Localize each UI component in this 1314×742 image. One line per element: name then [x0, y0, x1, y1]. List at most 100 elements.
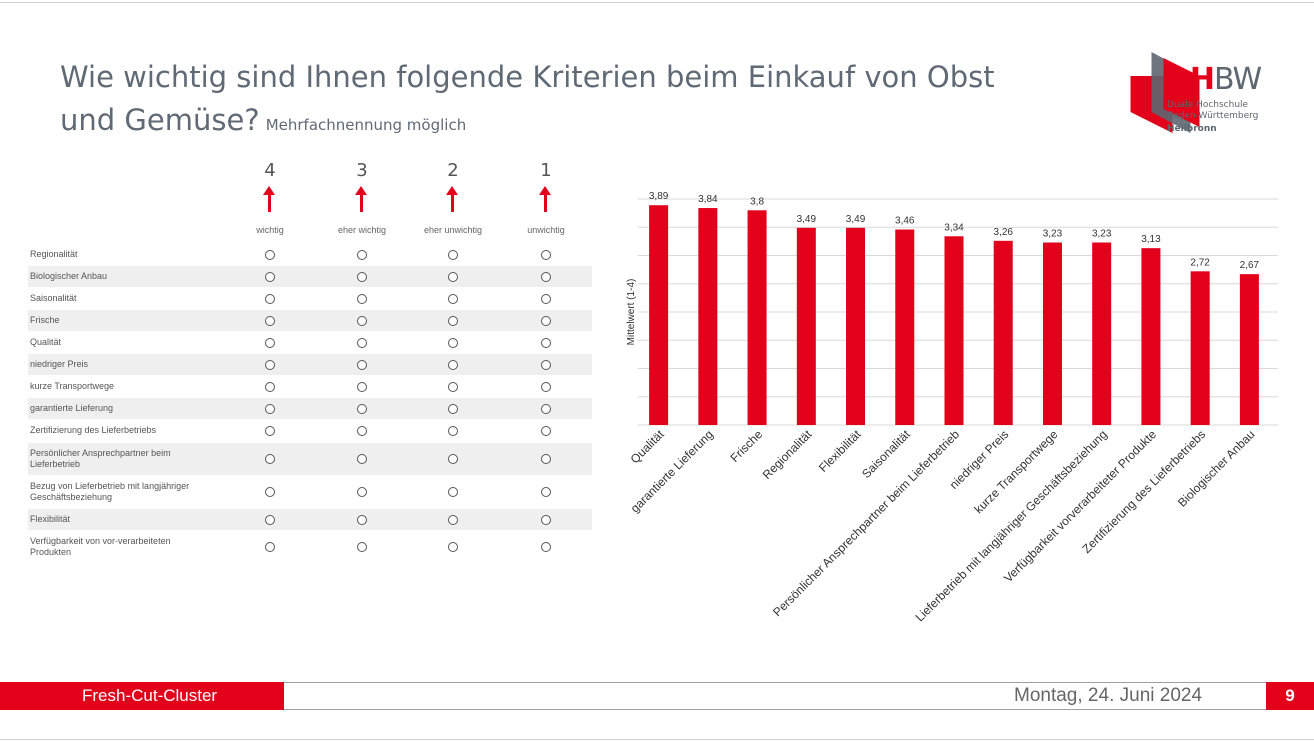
- bar: [649, 205, 669, 425]
- radio-option-2[interactable]: [448, 403, 458, 414]
- radio-option-2[interactable]: [448, 337, 458, 348]
- logo-dh: DH: [1166, 62, 1215, 97]
- survey-row: Zertifizierung des Lieferbetriebs: [28, 420, 592, 441]
- radio-option-4[interactable]: [265, 487, 275, 497]
- radio-option-3[interactable]: [357, 271, 367, 282]
- radio-option-3[interactable]: [357, 542, 367, 552]
- radio-option-3[interactable]: [357, 293, 367, 304]
- bar: [698, 208, 718, 425]
- radio-option-4[interactable]: [265, 425, 275, 436]
- slide-subtitle: Mehrfachnennung möglich: [265, 116, 467, 134]
- radio-option-3[interactable]: [357, 487, 367, 497]
- radio-option-4[interactable]: [265, 315, 275, 326]
- radio-option-1[interactable]: [541, 337, 551, 348]
- bar: [944, 236, 964, 425]
- arrow-up-icon: [355, 186, 367, 212]
- radio-option-1[interactable]: [541, 487, 551, 497]
- radio-option-2[interactable]: [448, 514, 458, 525]
- radio-option-2[interactable]: [448, 315, 458, 326]
- radio-option-4[interactable]: [265, 514, 275, 525]
- footer-project-name: Fresh-Cut-Cluster: [82, 686, 218, 705]
- survey-row-label: niedriger Preis: [30, 359, 89, 369]
- radio-option-3[interactable]: [357, 425, 367, 436]
- category-tick-label: Regionalität: [760, 427, 815, 482]
- survey-row: Verfügbarkeit von vor-verarbeiteten Prod…: [28, 532, 592, 562]
- footer-divider-bottom: [284, 709, 1266, 710]
- data-label: 3,26: [993, 227, 1013, 238]
- footer-divider-top: [284, 682, 1266, 683]
- radio-option-1[interactable]: [541, 454, 551, 464]
- radio-option-4[interactable]: [265, 271, 275, 282]
- arrow-up-icon: [263, 186, 275, 212]
- bottom-divider: [0, 739, 1314, 740]
- radio-option-3[interactable]: [357, 337, 367, 348]
- radio-option-1[interactable]: [541, 514, 551, 525]
- radio-option-2[interactable]: [448, 271, 458, 282]
- radio-option-3[interactable]: [357, 454, 367, 464]
- radio-option-3[interactable]: [357, 315, 367, 326]
- data-label: 3,84: [698, 194, 718, 205]
- data-label: 3,34: [944, 222, 964, 233]
- radio-option-4[interactable]: [265, 359, 275, 370]
- radio-option-1[interactable]: [541, 542, 551, 552]
- survey-row-label: Bezug von Lieferbetrieb mit langjähriger…: [30, 481, 190, 502]
- bar: [993, 240, 1013, 425]
- radio-option-1[interactable]: [541, 249, 551, 260]
- bar: [1239, 274, 1259, 425]
- radio-option-3[interactable]: [357, 403, 367, 414]
- radio-option-3[interactable]: [357, 249, 367, 260]
- data-label: 3,13: [1141, 234, 1161, 245]
- bar: [1042, 242, 1062, 425]
- radio-option-1[interactable]: [541, 425, 551, 436]
- logo-wordmark: DHBW: [1166, 62, 1262, 97]
- radio-option-1[interactable]: [541, 271, 551, 282]
- radio-option-4[interactable]: [265, 293, 275, 304]
- radio-option-2[interactable]: [448, 249, 458, 260]
- scale-number: 1: [540, 160, 552, 181]
- footer-left-bar: [0, 682, 284, 710]
- radio-option-1[interactable]: [541, 381, 551, 392]
- survey-row-label: Persönlicher Ansprechpartner beim Liefer…: [30, 448, 171, 469]
- data-label: 3,89: [649, 191, 669, 202]
- bar: [796, 227, 816, 425]
- radio-option-3[interactable]: [357, 359, 367, 370]
- radio-option-4[interactable]: [265, 454, 275, 464]
- data-label: 3,8: [750, 196, 764, 207]
- category-tick-label: kurze Transportwege: [971, 427, 1060, 516]
- radio-option-2[interactable]: [448, 487, 458, 497]
- radio-option-2[interactable]: [448, 454, 458, 464]
- radio-option-2[interactable]: [448, 381, 458, 392]
- data-label: 3,23: [1092, 229, 1112, 240]
- survey-row-label: garantierte Lieferung: [30, 403, 114, 413]
- scale-label: unwichtig: [527, 225, 565, 235]
- radio-option-1[interactable]: [541, 293, 551, 304]
- bar: [895, 229, 915, 425]
- survey-row: kurze Transportwege: [28, 376, 592, 397]
- radio-option-1[interactable]: [541, 403, 551, 414]
- bar: [1141, 248, 1161, 425]
- radio-option-2[interactable]: [448, 542, 458, 552]
- radio-option-4[interactable]: [265, 337, 275, 348]
- logo-bw: BW: [1214, 62, 1262, 97]
- scale-number: 4: [264, 160, 276, 181]
- radio-option-4[interactable]: [265, 403, 275, 414]
- category-tick-label: garantierte Lieferung: [628, 427, 716, 515]
- data-label: 3,46: [895, 216, 915, 227]
- radio-option-4[interactable]: [265, 381, 275, 392]
- radio-option-4[interactable]: [265, 542, 275, 552]
- radio-option-3[interactable]: [357, 381, 367, 392]
- radio-option-1[interactable]: [541, 359, 551, 370]
- radio-option-2[interactable]: [448, 425, 458, 436]
- survey-row-label: kurze Transportwege: [30, 381, 115, 391]
- data-label: 2,72: [1190, 257, 1210, 268]
- radio-option-3[interactable]: [357, 514, 367, 525]
- radio-option-1[interactable]: [541, 315, 551, 326]
- radio-option-4[interactable]: [265, 249, 275, 260]
- radio-option-2[interactable]: [448, 359, 458, 370]
- survey-row: Flexibilität: [28, 509, 592, 530]
- data-label: 3,23: [1043, 229, 1063, 240]
- radio-option-2[interactable]: [448, 293, 458, 304]
- scale-label: wichtig: [256, 225, 284, 235]
- survey-row: Persönlicher Ansprechpartner beim Liefer…: [28, 443, 592, 475]
- dhbw-logo-icon: [1130, 52, 1200, 133]
